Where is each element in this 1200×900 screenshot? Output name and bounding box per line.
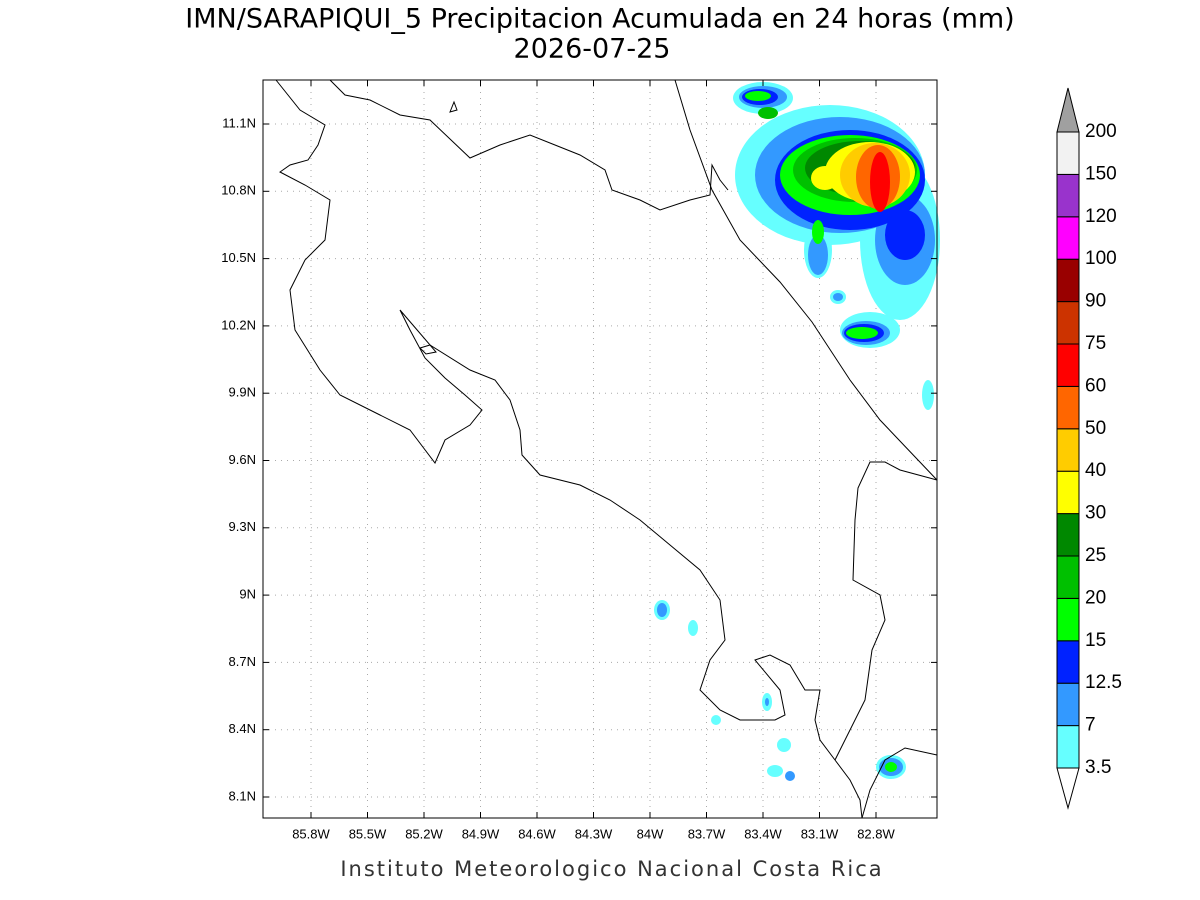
colorbar-bin bbox=[1056, 385, 1080, 430]
coastline bbox=[275, 79, 938, 819]
colorbar-bin bbox=[1056, 555, 1080, 599]
colorbar: 3.5 7 12.5 15 20 25 30 40 50 60 75 90 100 120 150 200 bbox=[1056, 87, 1122, 810]
x-tick-label: 85.5W bbox=[349, 826, 387, 841]
colorbar-label: 50 bbox=[1085, 418, 1106, 439]
colorbar-bin bbox=[1056, 301, 1080, 345]
y-tick-label: 9.9N bbox=[229, 385, 256, 400]
colorbar-bin bbox=[1056, 682, 1080, 727]
x-tick-label: 82.8W bbox=[857, 826, 895, 841]
colorbar-label: 90 bbox=[1085, 291, 1106, 312]
colorbar-label: 7 bbox=[1085, 715, 1096, 736]
colorbar-bin bbox=[1056, 173, 1080, 218]
colorbar-bin bbox=[1056, 216, 1080, 260]
x-tick-label: 83.1W bbox=[801, 826, 839, 841]
colorbar-label: 60 bbox=[1085, 375, 1106, 396]
colorbar-label: 200 bbox=[1085, 121, 1117, 142]
colorbar-label: 100 bbox=[1085, 248, 1117, 269]
y-tick-label: 8.7N bbox=[229, 654, 256, 669]
colorbar-bin bbox=[1056, 428, 1080, 472]
colorbar-label: 25 bbox=[1085, 545, 1106, 566]
x-tick-label: 83.4W bbox=[744, 826, 782, 841]
x-tick-label: 84.9W bbox=[462, 826, 500, 841]
colorbar-bin bbox=[1056, 597, 1080, 642]
colorbar-label: 75 bbox=[1085, 333, 1106, 354]
colorbar-bin bbox=[1056, 343, 1080, 387]
x-tick-label: 84W bbox=[637, 826, 664, 841]
colorbar-label: 20 bbox=[1085, 587, 1106, 608]
y-tick-label: 10.2N bbox=[221, 317, 256, 332]
y-tick-label: 11.1N bbox=[222, 115, 256, 130]
colorbar-label: 15 bbox=[1085, 630, 1106, 651]
y-tick-label: 8.4N bbox=[229, 721, 256, 736]
y-tick-label: 9N bbox=[239, 587, 256, 602]
colorbar-under bbox=[1056, 767, 1080, 810]
footer: Instituto Meteorologico Nacional Costa R… bbox=[340, 857, 883, 881]
x-tick-label: 85.2W bbox=[405, 826, 443, 841]
y-tick-label: 10.5N bbox=[221, 250, 256, 265]
y-tick-label: 10.8N bbox=[221, 183, 256, 198]
colorbar-label: 150 bbox=[1085, 163, 1117, 184]
map-frame bbox=[262, 79, 938, 819]
axes: 85.8W 85.5W 85.2W 84.9W 84.6W 84.3W 84W 83.7W 83… bbox=[221, 80, 937, 841]
y-tick-label: 8.1N bbox=[229, 788, 256, 803]
precipitation bbox=[654, 82, 940, 781]
colorbar-bin bbox=[1056, 131, 1080, 175]
x-tick-label: 83.7W bbox=[688, 826, 726, 841]
colorbar-label: 120 bbox=[1085, 206, 1117, 227]
graticule bbox=[263, 80, 937, 818]
colorbar-label: 3.5 bbox=[1085, 757, 1111, 778]
x-tick-label: 85.8W bbox=[292, 826, 330, 841]
date: 2026-07-25 bbox=[514, 34, 671, 65]
x-tick-label: 84.6W bbox=[518, 826, 556, 841]
colorbar-bin bbox=[1056, 470, 1080, 515]
title: IMN/SARAPIQUI_5 Precipitacion Acumulada … bbox=[185, 4, 1014, 35]
y-tick-label: 9.3N bbox=[229, 519, 256, 534]
colorbar-bin bbox=[1056, 640, 1080, 684]
colorbar-over bbox=[1056, 87, 1080, 133]
colorbar-label: 30 bbox=[1085, 503, 1106, 524]
colorbar-label: 12.5 bbox=[1085, 672, 1122, 693]
colorbar-bin bbox=[1056, 513, 1080, 557]
colorbar-bin bbox=[1056, 725, 1080, 769]
x-tick-label: 84.3W bbox=[575, 826, 613, 841]
colorbar-label: 40 bbox=[1085, 460, 1106, 481]
y-tick-label: 9.6N bbox=[229, 452, 256, 467]
colorbar-bin bbox=[1056, 258, 1080, 303]
